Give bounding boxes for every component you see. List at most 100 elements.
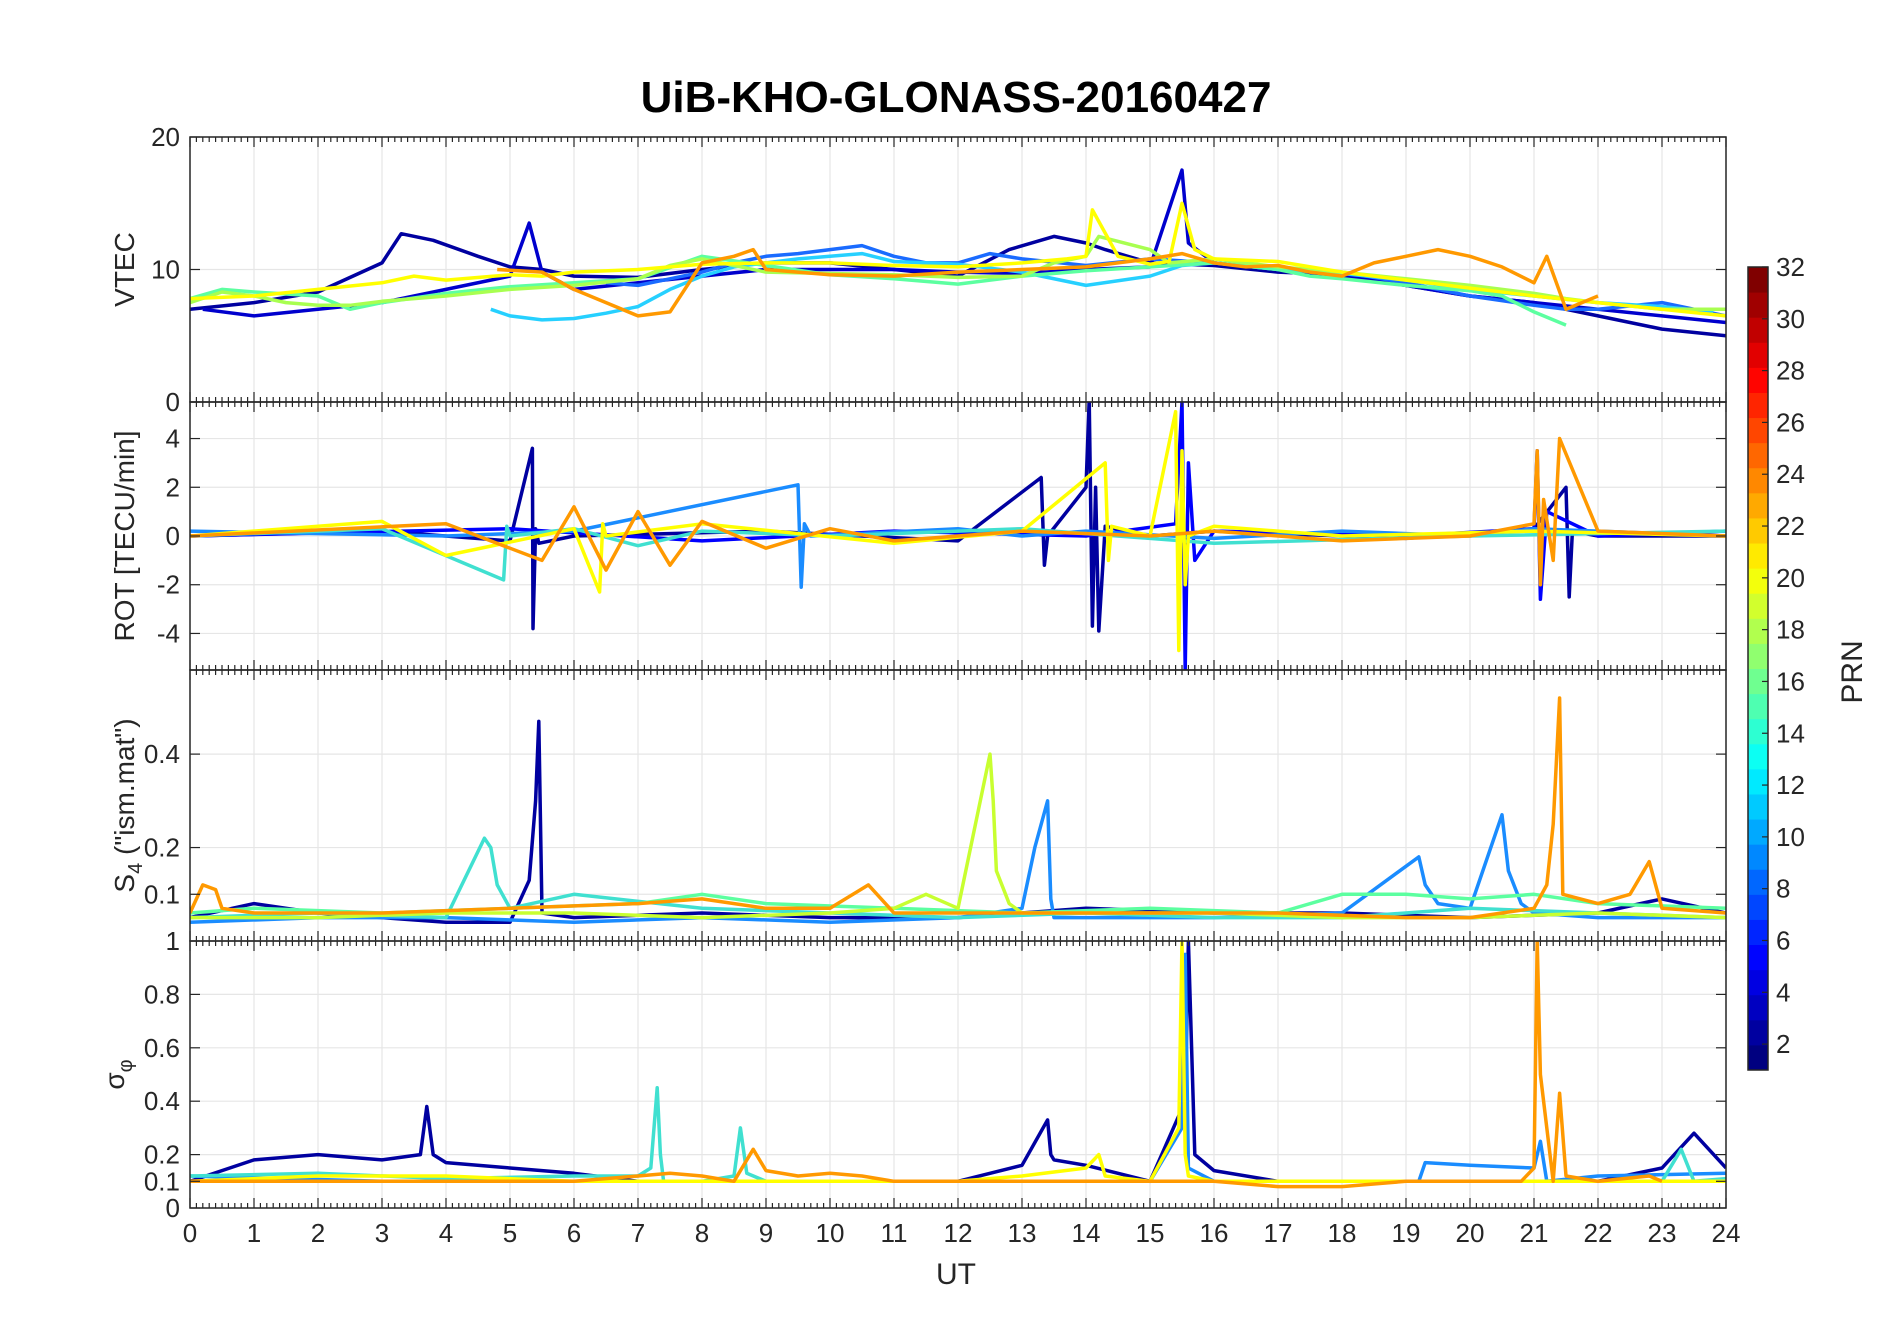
x-tick-label: 23 [1648,1218,1677,1248]
panel-rot: -4 -2 0 2 4 ROT [TECU/min] [109,401,1727,671]
colorbar-segment [1748,492,1768,519]
colorbar-segment [1748,618,1768,644]
colorbar-tick-label: 14 [1776,718,1805,748]
colorbar-segment [1748,543,1768,569]
x-tick-label: 12 [944,1218,973,1248]
series-group [190,168,1726,338]
y-axis-label: ROT [TECU/min] [109,430,140,641]
y-axis-label: VTEC [109,232,140,307]
colorbar-tick-label: 32 [1776,252,1805,282]
tick-marks [189,402,1727,670]
y-tick-label: 0.8 [144,979,180,1009]
colorbar-segment [1748,994,1768,1021]
x-axis-label: UT [936,1258,976,1291]
colorbar-segment [1748,819,1768,845]
series-prn-19 [190,201,1726,318]
x-tick-label: 16 [1200,1218,1229,1248]
colorbar-segment [1748,743,1768,770]
x-tick-label: 3 [375,1218,389,1248]
colorbar-segment [1748,944,1768,971]
colorbar-tick-label: 24 [1776,459,1805,489]
tick-marks [189,670,1727,941]
colorbar-tick-label: 16 [1776,666,1805,696]
tick-marks [189,940,1727,1209]
y-axis-label: S4 ("ism.mat") [109,718,147,892]
colorbar-tick-label: 12 [1776,770,1805,800]
y-tick-label: 4 [166,424,180,454]
colorbar-segment [1748,668,1768,695]
colorbar-segment [1748,342,1768,368]
panel-s4: 0.1 0.2 0.4S4 ("ism.mat") [109,669,1727,942]
x-tick-label: 1 [247,1218,261,1248]
colorbar-tick-label: 8 [1776,874,1790,904]
chart-title: UiB-KHO-GLONASS-20160427 [641,73,1272,122]
series-prn-15 [190,254,1567,327]
x-tick-label: 0 [183,1218,197,1248]
series-prn-23 [190,436,1726,587]
series-prn-1 [190,719,1726,925]
colorbar-segment [1748,267,1768,293]
tick-marks [189,136,1727,403]
x-tick-label: 21 [1520,1218,1549,1248]
colorbar-segment [1748,844,1768,870]
y-tick-label: 0.6 [144,1033,180,1063]
x-tick-label: 7 [631,1218,645,1248]
x-tick-label: 6 [567,1218,581,1248]
x-tick-label: 24 [1712,1218,1741,1248]
colorbar-tick-label: 22 [1776,511,1805,541]
y-tick-label: 0.4 [144,1086,180,1116]
series-prn-23 [190,696,1726,920]
x-tick-label: 8 [695,1218,709,1248]
colorbar-segment [1748,768,1768,795]
x-tick-label: 14 [1072,1218,1101,1248]
x-tick-label: 10 [816,1218,845,1248]
series-prn-23 [190,941,1663,1189]
y-tick-label: 0.4 [144,739,180,769]
colorbar-segment [1748,793,1768,820]
colorbar-segment [1748,869,1768,895]
colorbar-segment [1748,1044,1768,1071]
colorbar-tick-label: 10 [1776,822,1805,852]
y-tick-label: 20 [151,122,180,152]
y-tick-label: 0.1 [144,1166,180,1196]
y-tick-label: 0.2 [144,833,180,863]
colorbar-segment [1748,517,1768,544]
y-tick-label: 0.1 [144,879,180,909]
panel-sigma-phi: 00.10.2 0.4 0.6 0.8 1 σφ [99,926,1727,1223]
x-tick-label: 18 [1328,1218,1357,1248]
x-tick-label: 2 [311,1218,325,1248]
series-group [190,402,1726,670]
colorbar-segment [1748,643,1768,669]
series-group [190,696,1726,925]
colorbar-segment [1748,317,1768,343]
y-tick-label: 0.2 [144,1140,180,1170]
colorbar-segment [1748,919,1768,946]
x-axis: 0 1 2 3 4 5 6 7 8 9 10 11 12 13 14 15 16 17 18 19 20 21 22 23 24 [183,1218,1741,1248]
y-tick-label: 0 [166,521,180,551]
colorbar-tick-label: 2 [1776,1029,1790,1059]
colorbar-tick-label: 30 [1776,304,1805,334]
y-tick-label: -4 [157,618,180,648]
y-axis-label: σφ [99,1059,137,1089]
x-tick-label: 11 [881,1218,908,1248]
colorbar-segment [1748,894,1768,920]
colorbar-tick-label: 20 [1776,563,1805,593]
colorbar-segment [1748,1019,1768,1046]
series-prn-13 [190,524,1726,582]
series-prn-19 [190,941,1726,1184]
colorbar-segment [1748,593,1768,619]
series-prn-18 [190,752,1726,920]
colorbar-tick-label: 28 [1776,356,1805,386]
y-tick-label: 0 [166,387,180,417]
colorbar-segment [1748,292,1768,318]
series-prn-17 [190,234,1726,312]
colorbar-tick-label: 4 [1776,977,1790,1007]
series-group [190,941,1726,1189]
x-tick-label: 13 [1008,1218,1037,1248]
colorbar-tick-label: 18 [1776,615,1805,645]
x-tick-label: 5 [503,1218,517,1248]
colorbar-segment [1748,392,1768,419]
series-prn-1 [190,402,1726,633]
colorbar-segment [1748,442,1768,469]
